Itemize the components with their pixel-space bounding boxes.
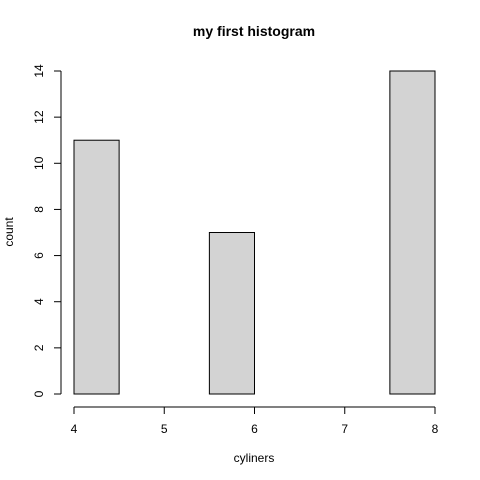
y-tick-label-0: 0	[32, 390, 46, 397]
chart-title: my first histogram	[193, 23, 315, 39]
histogram-bar-3	[208, 232, 255, 395]
x-tick-label-4: 4	[71, 422, 78, 436]
y-tick-label-4: 4	[32, 298, 46, 305]
x-tick-label-5: 5	[161, 422, 168, 436]
y-tick-label-2: 2	[32, 344, 46, 351]
y-axis: 0 2 4 6 8 10 12 14	[32, 64, 62, 397]
x-tick-label-8: 8	[432, 422, 439, 436]
bars-group	[73, 70, 436, 395]
y-tick-label-14: 14	[32, 64, 46, 78]
histogram-bar-7	[389, 70, 436, 395]
histogram-bar-0	[73, 139, 120, 395]
x-axis-label: cyliners	[234, 451, 275, 465]
y-tick-label-12: 12	[32, 110, 46, 124]
y-tick-label-8: 8	[32, 206, 46, 213]
x-tick-label-7: 7	[341, 422, 348, 436]
x-tick-label-6: 6	[251, 422, 258, 436]
y-axis-label: count	[2, 217, 16, 247]
x-axis: 4 5 6 7 8	[71, 406, 439, 436]
y-tick-label-6: 6	[32, 252, 46, 259]
y-tick-label-10: 10	[32, 156, 46, 170]
